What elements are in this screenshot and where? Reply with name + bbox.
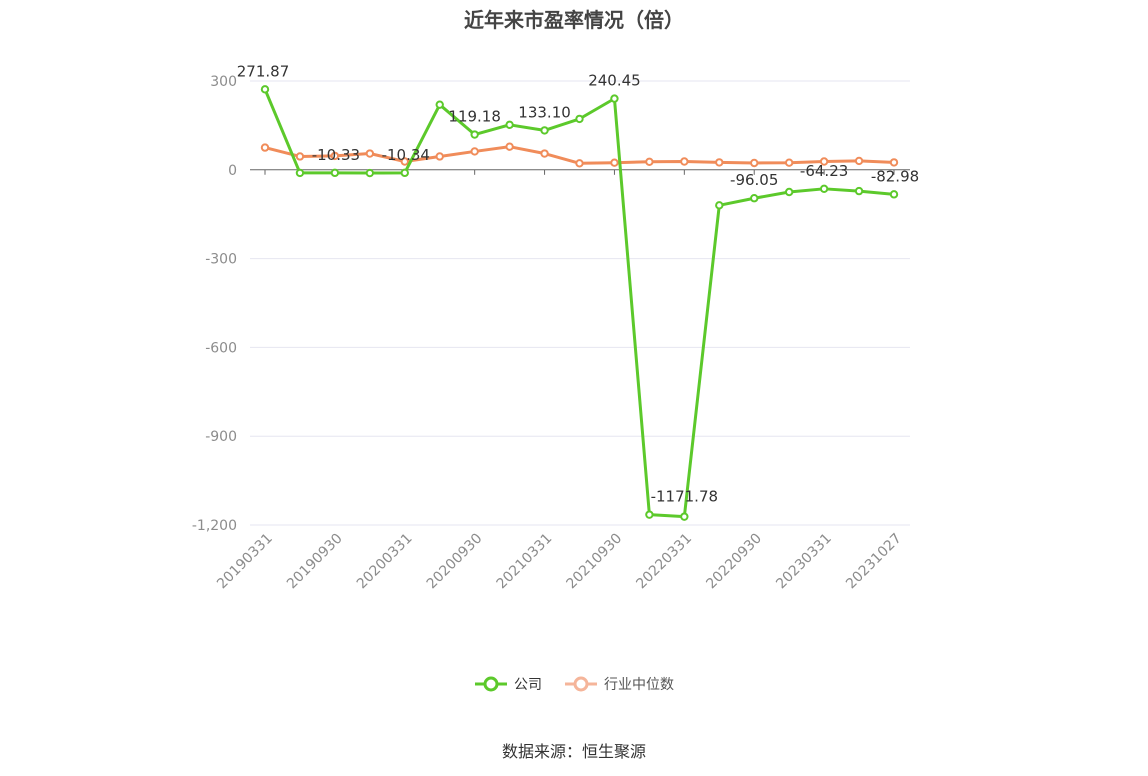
industry-data-point bbox=[715, 158, 724, 167]
data-label: 119.18 bbox=[448, 108, 501, 126]
y-tick-label: 300 bbox=[210, 74, 237, 90]
industry-data-point bbox=[854, 156, 864, 166]
x-tick-label: 20220331 bbox=[633, 531, 695, 593]
company-data-point bbox=[680, 512, 689, 521]
company-data-point bbox=[400, 168, 409, 178]
data-label: -1171.78 bbox=[651, 488, 718, 506]
y-tick-label: -300 bbox=[205, 252, 237, 268]
x-tick-label: 20200930 bbox=[424, 531, 486, 593]
x-tick-label: 20200331 bbox=[354, 531, 416, 593]
company-data-point bbox=[854, 186, 864, 196]
company-data-point bbox=[540, 126, 549, 135]
industry-data-point bbox=[540, 149, 549, 158]
industry-data-point bbox=[610, 158, 619, 167]
company-data-point bbox=[784, 187, 794, 197]
industry-data-point bbox=[889, 158, 899, 167]
data-label: -96.05 bbox=[730, 171, 778, 189]
x-tick-label: 20220930 bbox=[703, 531, 765, 593]
company-data-point bbox=[470, 130, 479, 139]
data-label: 271.87 bbox=[237, 62, 290, 80]
company-data-point bbox=[260, 85, 270, 94]
y-tick-label: -600 bbox=[205, 340, 237, 356]
company-data-point bbox=[435, 100, 444, 109]
legend-item-company[interactable]: 公司 bbox=[474, 674, 542, 694]
data-label: -10.34 bbox=[382, 146, 430, 164]
y-tick-label: 0 bbox=[228, 163, 237, 179]
data-label: 240.45 bbox=[588, 72, 641, 90]
data-source-note: 数据来源：恒生聚源 bbox=[501, 742, 646, 761]
x-tick-label: 20190930 bbox=[284, 531, 346, 593]
legend-item-industry[interactable]: 行业中位数 bbox=[564, 674, 674, 694]
industry-data-point bbox=[575, 159, 584, 168]
industry-data-point bbox=[784, 158, 794, 167]
industry-data-point bbox=[645, 157, 654, 167]
legend-industry-marker-icon bbox=[565, 676, 597, 692]
x-tick-label: 20231027 bbox=[843, 531, 905, 593]
data-label: 133.10 bbox=[518, 103, 571, 121]
company-data-point bbox=[819, 184, 829, 194]
industry-data-point bbox=[750, 158, 759, 168]
industry-data-point bbox=[819, 157, 829, 166]
company-data-point bbox=[330, 168, 340, 178]
industry-data-point bbox=[330, 151, 340, 161]
data-label: -10.33 bbox=[312, 146, 360, 164]
legend-label-company: 公司 bbox=[514, 677, 542, 693]
x-tick-label: 20210930 bbox=[564, 531, 626, 593]
company-data-point bbox=[575, 114, 584, 124]
industry-data-point bbox=[505, 142, 514, 151]
industry-data-point bbox=[680, 157, 689, 166]
company-data-point bbox=[889, 190, 899, 199]
industry-data-point bbox=[400, 157, 409, 166]
y-tick-label: -900 bbox=[205, 429, 237, 445]
data-label: -82.98 bbox=[871, 167, 919, 185]
company-data-point bbox=[715, 201, 724, 210]
y-tick-label: -1,200 bbox=[192, 518, 237, 534]
x-tick-label: 20210331 bbox=[494, 531, 556, 593]
company-data-point bbox=[645, 510, 654, 519]
legend-label-industry: 行业中位数 bbox=[604, 677, 674, 693]
legend-company-marker-icon bbox=[475, 676, 507, 692]
chart-title: 近年来市盈率情况（倍） bbox=[464, 8, 684, 32]
data-label: -64.23 bbox=[800, 162, 848, 180]
x-tick-label: 20190331 bbox=[214, 531, 276, 593]
industry-data-point bbox=[470, 147, 479, 156]
company-data-point bbox=[295, 168, 305, 178]
industry-data-point bbox=[365, 149, 375, 158]
chart-legend: 公司 行业中位数 bbox=[0, 674, 1148, 694]
company-data-point bbox=[750, 194, 759, 203]
company-data-point bbox=[365, 168, 375, 178]
industry-data-point bbox=[295, 152, 305, 161]
x-tick-label: 20230331 bbox=[773, 531, 835, 593]
industry-data-point bbox=[435, 152, 444, 161]
company-data-point bbox=[610, 94, 619, 103]
industry-data-point bbox=[260, 143, 270, 152]
company-data-point bbox=[505, 120, 514, 130]
